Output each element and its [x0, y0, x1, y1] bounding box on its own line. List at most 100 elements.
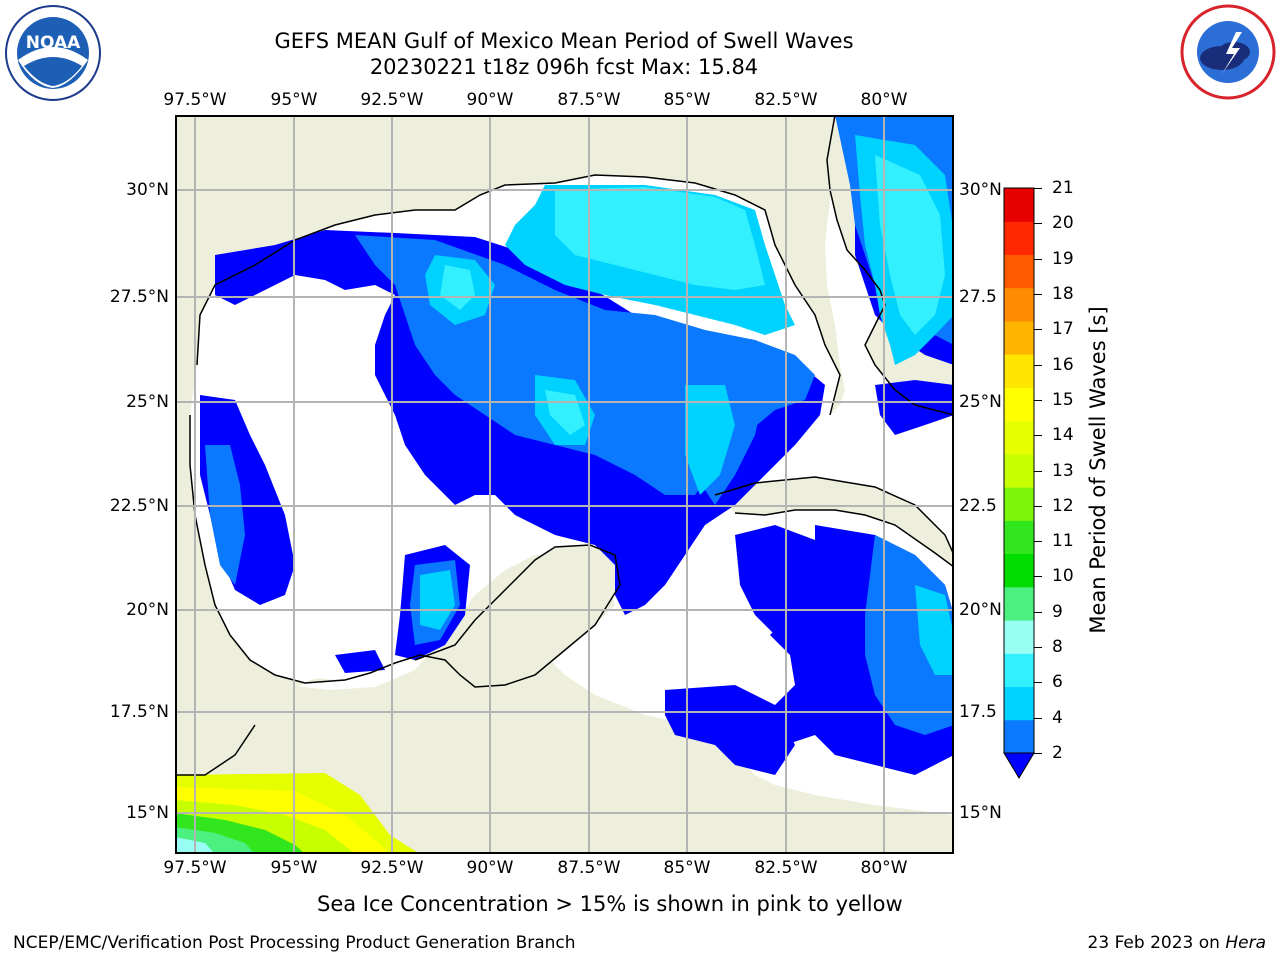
- colorbar-tick-label: 21: [1052, 178, 1074, 198]
- colorbar-tick-mark: [1034, 611, 1042, 613]
- lon-label: 95°W: [270, 90, 318, 110]
- lon-label: 92.5°W: [360, 858, 424, 878]
- colorbar-tick-mark: [1034, 541, 1042, 543]
- sea-ice-note: Sea Ice Concentration > 15% is shown in …: [317, 892, 903, 916]
- lon-label: 82.5°W: [754, 90, 818, 110]
- lon-label: 85°W: [663, 90, 711, 110]
- colorbar-tick-mark: [1034, 753, 1042, 754]
- lat-label: 27.5: [959, 287, 997, 307]
- footer-credit: NCEP/EMC/Verification Post Processing Pr…: [13, 933, 576, 953]
- colorbar-segment: [1004, 254, 1034, 289]
- footer-date: 23 Feb 2023 on Hera: [1088, 933, 1266, 953]
- colorbar-tick-mark: [1034, 505, 1042, 507]
- swell-period-map: [175, 114, 955, 854]
- lat-label: 17.5°N: [109, 702, 169, 722]
- colorbar-tick-mark: [1034, 717, 1042, 719]
- lat-label: 27.5°N: [109, 287, 169, 307]
- colorbar-tick-mark: [1034, 329, 1042, 331]
- noaa-logo: NOAA: [4, 4, 102, 102]
- lat-label: 22.5°N: [109, 496, 169, 516]
- lat-label: 30°N: [959, 180, 1002, 200]
- colorbar-tick-mark: [1034, 188, 1042, 189]
- lon-label: 80°W: [860, 858, 908, 878]
- colorbar-segment: [1004, 287, 1034, 322]
- colorbar-segment: [1004, 453, 1034, 488]
- lon-label: 95°W: [270, 858, 318, 878]
- colorbar-segment: [1004, 420, 1034, 455]
- lon-label: 97.5°W: [163, 858, 227, 878]
- land-cuba: [715, 477, 954, 567]
- colorbar-tick-label: 8: [1052, 637, 1063, 658]
- colorbar-segment: [1004, 553, 1034, 588]
- footer-date-text: 23 Feb 2023 on: [1087, 933, 1226, 953]
- nws-logo: [1178, 2, 1278, 102]
- colorbar-tick-label: 11: [1052, 531, 1074, 552]
- lat-label: 22.5: [959, 496, 997, 516]
- colorbar-segment: [1004, 320, 1034, 355]
- lon-label: 87.5°W: [557, 90, 621, 110]
- lon-label: 92.5°W: [360, 90, 424, 110]
- colorbar-tick-label: 10: [1052, 566, 1074, 587]
- colorbar-tick-mark: [1034, 293, 1042, 295]
- colorbar-extend: [1003, 752, 1035, 779]
- colorbar-segment: [1004, 387, 1034, 422]
- colorbar-tick-label: 12: [1052, 495, 1074, 516]
- lat-label: 20°N: [126, 600, 169, 620]
- colorbar-tick-label: 17: [1052, 319, 1074, 340]
- footer-host: Hera: [1225, 933, 1266, 953]
- colorbar-label: Mean Period of Swell Waves [s]: [1086, 306, 1110, 634]
- map-panel: [175, 114, 955, 854]
- colorbar-segment: [1004, 586, 1034, 621]
- coastlines: [175, 114, 955, 776]
- lat-label: 30°N: [126, 180, 169, 200]
- colorbar-tick-label: 6: [1052, 672, 1063, 693]
- colorbar-tick-label: 13: [1052, 460, 1074, 481]
- colorbar-tick-mark: [1034, 399, 1042, 401]
- plot-subtitle: 20230221 t18z 096h fcst Max: 15.84: [369, 55, 759, 79]
- colorbar-tick-mark: [1034, 682, 1042, 684]
- colorbar-segment: [1004, 653, 1034, 688]
- lon-label: 80°W: [860, 90, 908, 110]
- lat-label: 25°N: [126, 392, 169, 412]
- colorbar-tick-label: 15: [1052, 389, 1074, 410]
- colorbar-tick-label: 2: [1052, 743, 1063, 763]
- colorbar-tick-label: 20: [1052, 213, 1074, 234]
- map-frame: [175, 115, 954, 854]
- colorbar-segment: [1004, 686, 1034, 721]
- colorbar-segment: [1004, 188, 1034, 222]
- lat-label: 20°N: [959, 600, 1002, 620]
- colorbar-tick-mark: [1034, 223, 1042, 225]
- colorbar-tick-mark: [1034, 435, 1042, 437]
- land-south: [175, 555, 954, 854]
- colorbar-tick-label: 19: [1052, 248, 1074, 269]
- colorbar-graphic: [1003, 187, 1035, 779]
- colorbar-tick-label: 9: [1052, 601, 1063, 622]
- svg-text:NOAA: NOAA: [26, 33, 81, 53]
- colorbar-tick-mark: [1034, 364, 1042, 366]
- lon-label: 87.5°W: [557, 858, 621, 878]
- colorbar-tick-label: 16: [1052, 354, 1074, 375]
- lon-label: 90°W: [466, 90, 514, 110]
- colorbar-tick-label: 18: [1052, 283, 1074, 304]
- colorbar-tick-label: 4: [1052, 707, 1063, 728]
- lon-label: 97.5°W: [163, 90, 227, 110]
- colorbar-tick-mark: [1034, 470, 1042, 472]
- colorbar-tick-label: 14: [1052, 425, 1074, 446]
- lon-label: 90°W: [466, 858, 514, 878]
- colorbar-segment: [1004, 487, 1034, 521]
- colorbar-tick-mark: [1034, 576, 1042, 578]
- colorbar-tick-mark: [1034, 647, 1042, 649]
- colorbar-segment: [1004, 620, 1034, 654]
- lon-label: 82.5°W: [754, 858, 818, 878]
- colorbar-segment: [1004, 221, 1034, 255]
- lon-label: 85°W: [663, 858, 711, 878]
- lat-label: 15°N: [959, 803, 1002, 823]
- plot-title: GEFS MEAN Gulf of Mexico Mean Period of …: [274, 29, 854, 53]
- lat-label: 25°N: [959, 392, 1002, 412]
- lat-label: 17.5: [959, 702, 997, 722]
- colorbar: [996, 180, 1046, 780]
- colorbar-segment: [1004, 719, 1034, 754]
- lat-label: 15°N: [126, 803, 169, 823]
- gridlines: [175, 115, 954, 854]
- colorbar-segment: [1004, 354, 1034, 388]
